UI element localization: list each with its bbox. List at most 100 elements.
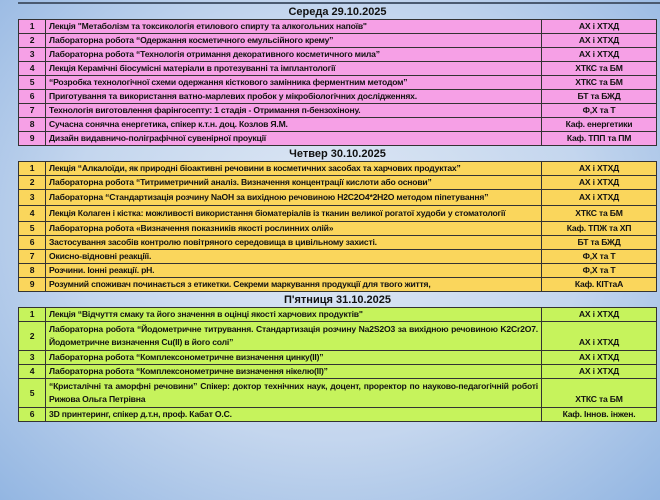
department: АХ і ХТХД — [541, 19, 657, 34]
table-row: 5 “Кристалічні та аморфні речовини” Спіке… — [18, 378, 657, 408]
department: ХТКС та БМ — [541, 378, 657, 408]
day-wednesday: Середа 29.10.2025 1 Лекція "Метаболізм та… — [18, 4, 657, 146]
table-row: 6 Застосування засобів контролю повітряно… — [18, 235, 657, 250]
row-number: 8 — [18, 263, 46, 278]
table-row: 5 “Розробка технологічної схеми одержання… — [18, 75, 657, 90]
table-row: 8 Розчини. Іонні реакції. рН. Ф,Х та Т — [18, 263, 657, 278]
department: АХ і ХТХД — [541, 350, 657, 365]
department: АХ і ХТХД — [541, 161, 657, 176]
event-title: Лабораторна робота “Комплексонометричне … — [45, 364, 542, 379]
department: АХ і ХТХД — [541, 364, 657, 379]
department: АХ і ХТХД — [541, 175, 657, 190]
department: АХ і ХТХД — [541, 321, 657, 351]
event-title: Розчини. Іонні реакції. рН. — [45, 263, 542, 278]
department: Ф,Х та Т — [541, 249, 657, 264]
day-title: П'ятниця 31.10.2025 — [283, 294, 392, 306]
event-title: Окисно-відновні реакціїі. — [45, 249, 542, 264]
department: Каф. ТПЖ та ХП — [541, 221, 657, 236]
department: АХ і ХТХД — [541, 189, 657, 206]
department: Каф. Іннов. інжен. — [541, 407, 657, 422]
row-number: 4 — [18, 61, 46, 76]
row-number: 8 — [18, 117, 46, 132]
event-title: 3D принтеринг, спікер д.т.н, проф. Кабат… — [45, 407, 542, 422]
event-title: Лабораторна “Стандартизація розчину NaOH… — [45, 189, 542, 206]
table-row: 3 Лабораторна робота “Комплексонометричне… — [18, 350, 657, 365]
event-title: Лабораторна робота “Технологія отримання… — [45, 47, 542, 62]
event-title: Лабораторна робота «Визначення показникі… — [45, 221, 542, 236]
day-title: Середа 29.10.2025 — [288, 6, 387, 18]
department: Каф. КІТтаА — [541, 277, 657, 292]
table-row: 2 Лабораторна робота “Титриметричний анал… — [18, 175, 657, 190]
row-number: 1 — [18, 161, 46, 176]
row-number: 3 — [18, 47, 46, 62]
table-row: 1 Лекція “Алкалоїди, як природні біоактив… — [18, 161, 657, 176]
event-title: Лекція Колаген і кістка: можливості вико… — [45, 205, 542, 222]
event-title: Лекція “Відчуття смаку та його значення … — [45, 307, 542, 322]
row-number: 6 — [18, 235, 46, 250]
row-number: 2 — [18, 33, 46, 48]
table-row: 7 Технологія виготовлення фарінгосепту: 1… — [18, 103, 657, 118]
row-number: 9 — [18, 131, 46, 146]
day-friday: П'ятниця 31.10.2025 1 Лекція “Відчуття см… — [18, 292, 657, 422]
table-row: 6 3D принтеринг, спікер д.т.н, проф. Каба… — [18, 407, 657, 422]
event-title: Технологія виготовлення фарінгосепту: 1 … — [45, 103, 542, 118]
row-number: 3 — [18, 189, 46, 206]
schedule-table: 1 Лекція “Алкалоїди, як природні біоактив… — [18, 161, 657, 292]
row-number: 1 — [18, 19, 46, 34]
table-row: 4 Лабораторна робота “Комплексонометричне… — [18, 364, 657, 379]
row-number: 5 — [18, 378, 46, 408]
department: АХ і ХТХД — [541, 307, 657, 322]
row-number: 5 — [18, 221, 46, 236]
department: БТ та БЖД — [541, 89, 657, 104]
row-number: 7 — [18, 249, 46, 264]
event-title: Розумний споживач починається з етикетки… — [45, 277, 542, 292]
row-number: 5 — [18, 75, 46, 90]
table-row: 3 Лабораторна “Стандартизація розчину NaO… — [18, 189, 657, 206]
department: ХТКС та БМ — [541, 205, 657, 222]
table-row: 2 Лабораторна робота “Одержання косметичн… — [18, 33, 657, 48]
event-title: Лабораторна робота “Йодометричне титрува… — [45, 321, 542, 351]
day-thursday: Четвер 30.10.2025 1 Лекція “Алкалоїди, як… — [18, 146, 657, 292]
department: Ф,Х та Т — [541, 103, 657, 118]
row-number: 9 — [18, 277, 46, 292]
event-title: Дизайн видавничо-поліграфічної сувенірно… — [45, 131, 542, 146]
department: Каф. ТПП та ПМ — [541, 131, 657, 146]
table-row: 5 Лабораторна робота «Визначення показник… — [18, 221, 657, 236]
row-number: 6 — [18, 407, 46, 422]
department: АХ і ХТХД — [541, 33, 657, 48]
event-title: Сучасна сонячна енергетика, спікер к.т.н… — [45, 117, 542, 132]
row-number: 6 — [18, 89, 46, 104]
row-number: 3 — [18, 350, 46, 365]
table-row: 4 Лекція Колаген і кістка: можливості вик… — [18, 205, 657, 222]
table-row: 9 Дизайн видавничо-поліграфічної сувенірн… — [18, 131, 657, 146]
event-title: Лекція "Метаболізм та токсикологія етило… — [45, 19, 542, 34]
event-title: Лабораторна робота “Одержання косметично… — [45, 33, 542, 48]
table-row: 1 Лекція "Метаболізм та токсикологія етил… — [18, 19, 657, 34]
event-title: Лабораторна робота “Титриметричний аналі… — [45, 175, 542, 190]
event-title: “Кристалічні та аморфні речовини” Спікер… — [45, 378, 542, 408]
department: ХТКС та БМ — [541, 61, 657, 76]
department: Каф. енергетики — [541, 117, 657, 132]
table-row: 3 Лабораторна робота “Технологія отриманн… — [18, 47, 657, 62]
event-title: “Розробка технологічної схеми одержання … — [45, 75, 542, 90]
table-row: 8 Сучасна сонячна енергетика, спікер к.т.… — [18, 117, 657, 132]
row-number: 7 — [18, 103, 46, 118]
row-number: 2 — [18, 321, 46, 351]
event-title: Приготування та використання ватно-марле… — [45, 89, 542, 104]
table-row: 7 Окисно-відновні реакціїі. Ф,Х та Т — [18, 249, 657, 264]
event-title: Застосування засобів контролю повітряног… — [45, 235, 542, 250]
department: ХТКС та БМ — [541, 75, 657, 90]
schedule-table: 1 Лекція "Метаболізм та токсикологія етил… — [18, 19, 657, 146]
table-row: 4 Лекція Керамічні біосумісні матеріали в… — [18, 61, 657, 76]
event-title: Лекція Керамічні біосумісні матеріали в … — [45, 61, 542, 76]
row-number: 4 — [18, 205, 46, 222]
table-row: 6 Приготування та використання ватно-марл… — [18, 89, 657, 104]
row-number: 1 — [18, 307, 46, 322]
event-title: Лабораторна робота “Комплексонометричне … — [45, 350, 542, 365]
event-title: Лекція “Алкалоїди, як природні біоактивн… — [45, 161, 542, 176]
top-divider — [18, 2, 660, 4]
schedule-table: 1 Лекція “Відчуття смаку та його значення… — [18, 307, 657, 422]
department: АХ і ХТХД — [541, 47, 657, 62]
table-row: 1 Лекція “Відчуття смаку та його значення… — [18, 307, 657, 322]
row-number: 2 — [18, 175, 46, 190]
